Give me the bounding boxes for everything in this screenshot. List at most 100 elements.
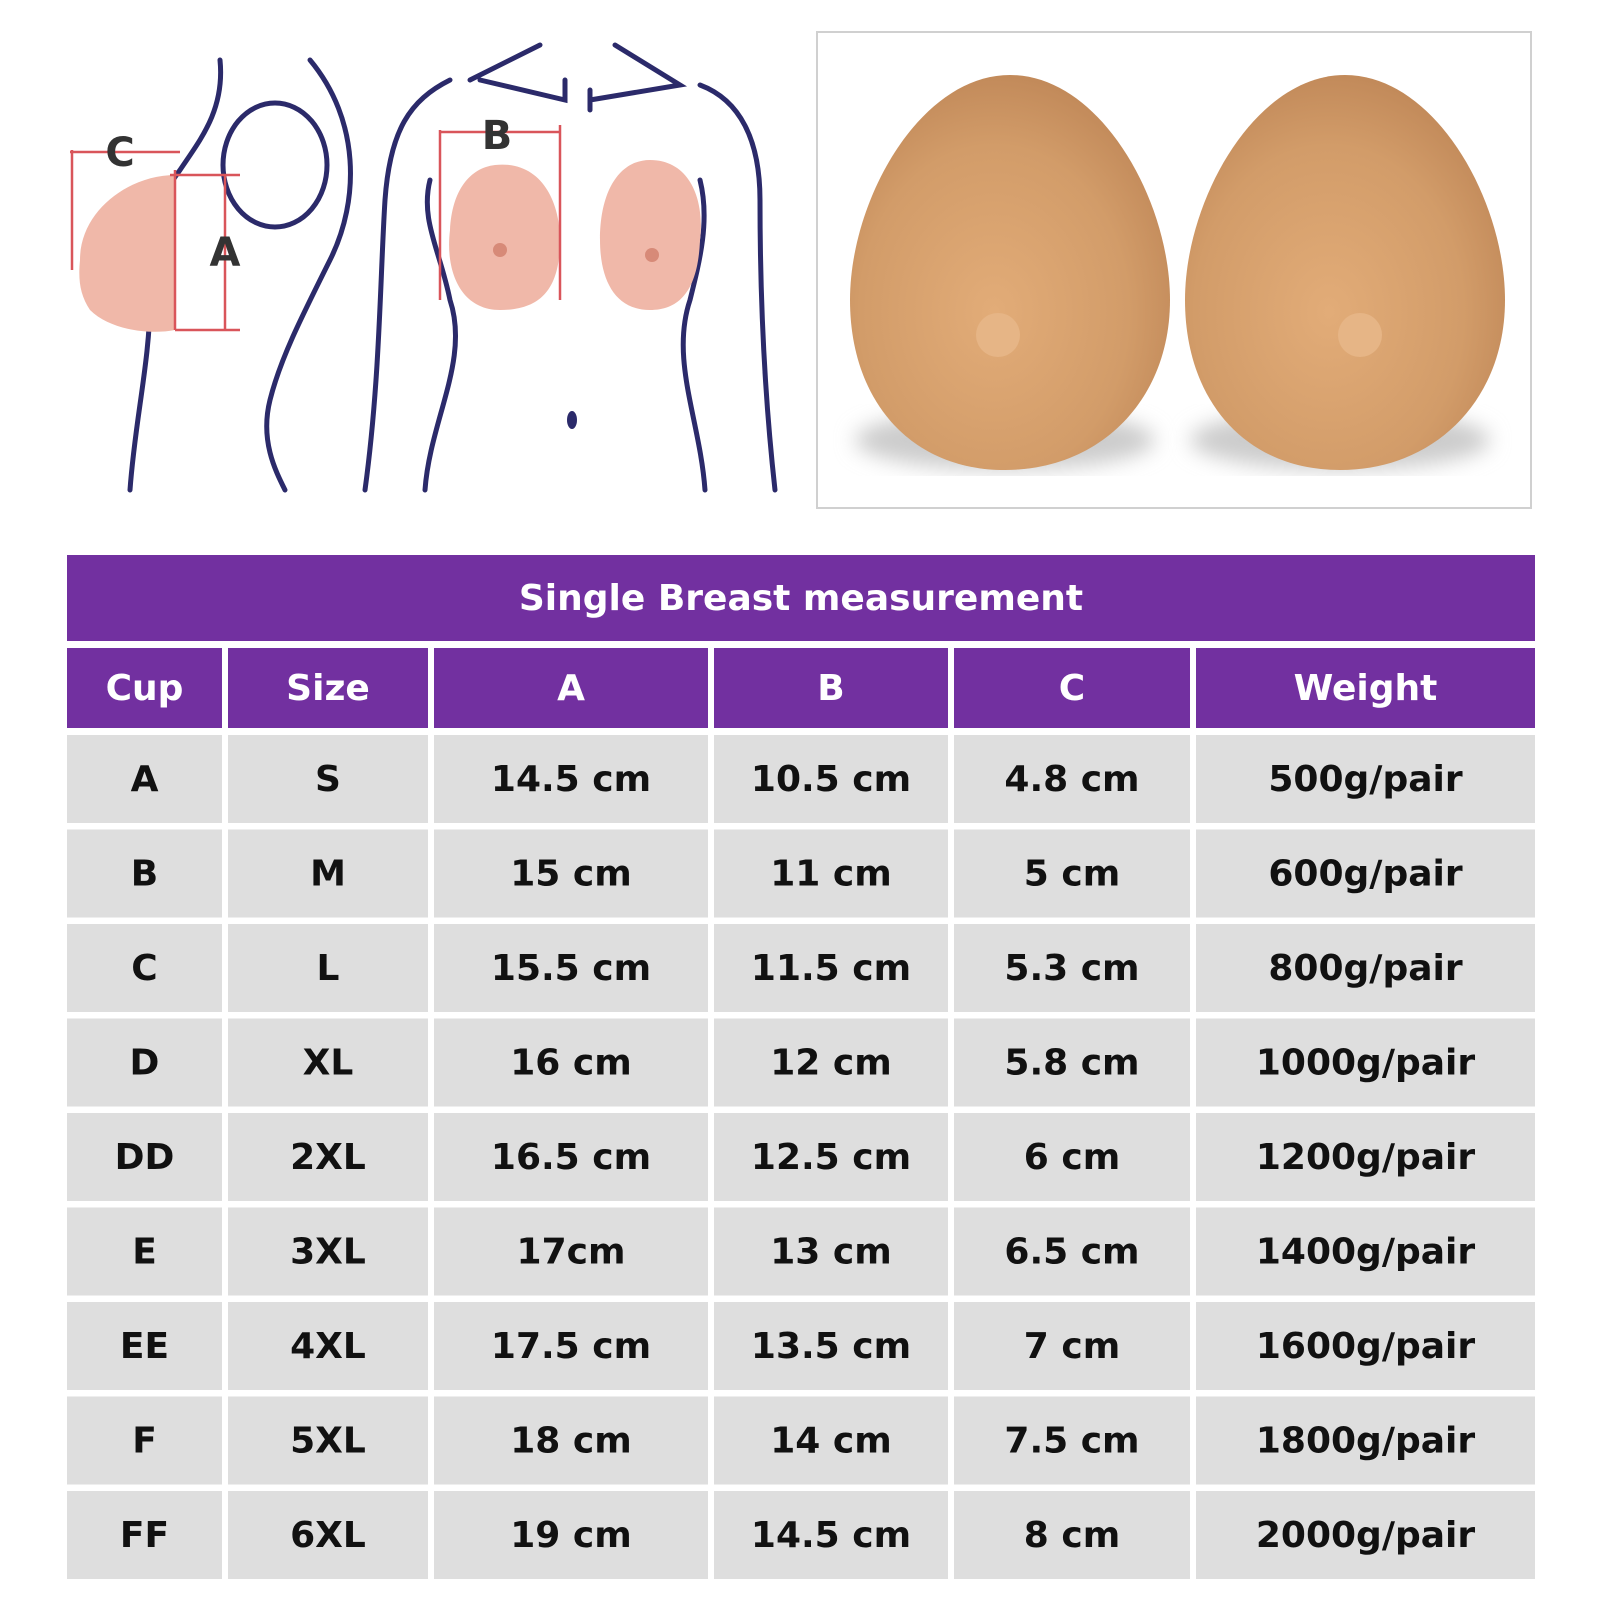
cell-text: 13 cm [770, 1232, 891, 1273]
cell [714, 1113, 948, 1201]
cell [714, 1491, 948, 1579]
cell-text: 14.5 cm [491, 759, 651, 800]
cell-text: 12.5 cm [751, 1137, 911, 1178]
header-cell [67, 648, 222, 728]
cell [67, 735, 222, 823]
cell-text: 6XL [290, 1515, 366, 1556]
cell-text: 2000g/pair [1256, 1515, 1476, 1556]
cell-text: 2XL [290, 1137, 366, 1178]
cell [1196, 829, 1535, 918]
cell [228, 924, 428, 1012]
cell [228, 1396, 428, 1485]
cell-text: 16.5 cm [491, 1137, 651, 1178]
cell [714, 1302, 948, 1390]
cell-text: 17.5 cm [491, 1326, 651, 1367]
cell [67, 924, 222, 1012]
cell [954, 829, 1190, 918]
label-b: B [482, 113, 513, 159]
cell-text: 1600g/pair [1256, 1326, 1476, 1367]
cell-text: 8 cm [1024, 1515, 1120, 1556]
cell [954, 1396, 1190, 1485]
cell-text: 13.5 cm [751, 1326, 911, 1367]
cell [228, 1302, 428, 1390]
cell-text: 600g/pair [1268, 854, 1462, 895]
cell [228, 829, 428, 918]
cell [954, 1491, 1190, 1579]
header-text: Size [286, 668, 370, 709]
cell [434, 829, 708, 918]
cell [67, 1491, 222, 1579]
cell [67, 1018, 222, 1107]
title-row [67, 555, 1535, 641]
cell-text: 4.8 cm [1004, 759, 1139, 800]
cell-text: 14.5 cm [751, 1515, 911, 1556]
cell-text: E [132, 1232, 157, 1273]
cell [67, 829, 222, 918]
cell-text: 18 cm [510, 1421, 631, 1462]
cell-text: 19 cm [510, 1515, 631, 1556]
cell-text: 500g/pair [1268, 759, 1462, 800]
size-table: Single Breast measurement Cup Size A B C Weig… [67, 555, 1535, 1579]
cell [954, 1113, 1190, 1201]
cell-text: 3XL [290, 1232, 366, 1273]
cell [1196, 1396, 1535, 1485]
cell-text: 1400g/pair [1256, 1232, 1476, 1273]
cell-text: 16 cm [510, 1043, 631, 1084]
cell-text: 800g/pair [1268, 948, 1462, 989]
cell-text: 14 cm [770, 1421, 891, 1462]
cell-text: 11 cm [770, 854, 891, 895]
cell-text: 6.5 cm [1004, 1232, 1139, 1273]
cell-text: DD [115, 1137, 175, 1178]
diagram: C A B [70, 42, 778, 493]
cell-text: 5.8 cm [1004, 1043, 1139, 1084]
cell-text: XL [303, 1043, 354, 1084]
cell [434, 1396, 708, 1485]
cell [434, 1207, 708, 1296]
header-text: C [1059, 668, 1085, 709]
cell [714, 1207, 948, 1296]
cell-text: FF [120, 1515, 169, 1556]
header-text: Cup [106, 668, 184, 709]
header-cell [228, 648, 428, 728]
product-photo [816, 31, 1532, 509]
header-cell [434, 648, 708, 728]
cell [1196, 735, 1535, 823]
cell [228, 735, 428, 823]
cell-text: 7.5 cm [1004, 1421, 1139, 1462]
cell [954, 924, 1190, 1012]
cell-text: 5XL [290, 1421, 366, 1462]
label-a: A [210, 230, 241, 276]
cell [434, 1018, 708, 1107]
cell [1196, 924, 1535, 1012]
cell [1196, 1018, 1535, 1107]
cell [1196, 1113, 1535, 1201]
cell [228, 1491, 428, 1579]
cell [954, 1302, 1190, 1390]
cell [67, 1302, 222, 1390]
header-text: A [557, 668, 585, 709]
cell-text: D [130, 1043, 160, 1084]
cell-text: 15 cm [510, 854, 631, 895]
cell-text: L [317, 948, 340, 989]
cell-text: 1000g/pair [1256, 1043, 1476, 1084]
cell-text: C [131, 948, 157, 989]
cell [1196, 1302, 1535, 1390]
cell-text: EE [120, 1326, 169, 1367]
cell [714, 924, 948, 1012]
label-c: C [105, 130, 134, 176]
cell-text: B [131, 854, 158, 895]
cell [714, 735, 948, 823]
header-text: Weight [1294, 668, 1438, 709]
header-cell [714, 648, 948, 728]
cell-text: 5.3 cm [1004, 948, 1139, 989]
cell [1196, 1207, 1535, 1296]
cell [714, 829, 948, 918]
cell-text: A [131, 759, 159, 800]
cell [434, 924, 708, 1012]
cell [228, 1018, 428, 1107]
cell [228, 1113, 428, 1201]
cell-text: 12 cm [770, 1043, 891, 1084]
cell-text: 1800g/pair [1256, 1421, 1476, 1462]
cell [434, 1302, 708, 1390]
